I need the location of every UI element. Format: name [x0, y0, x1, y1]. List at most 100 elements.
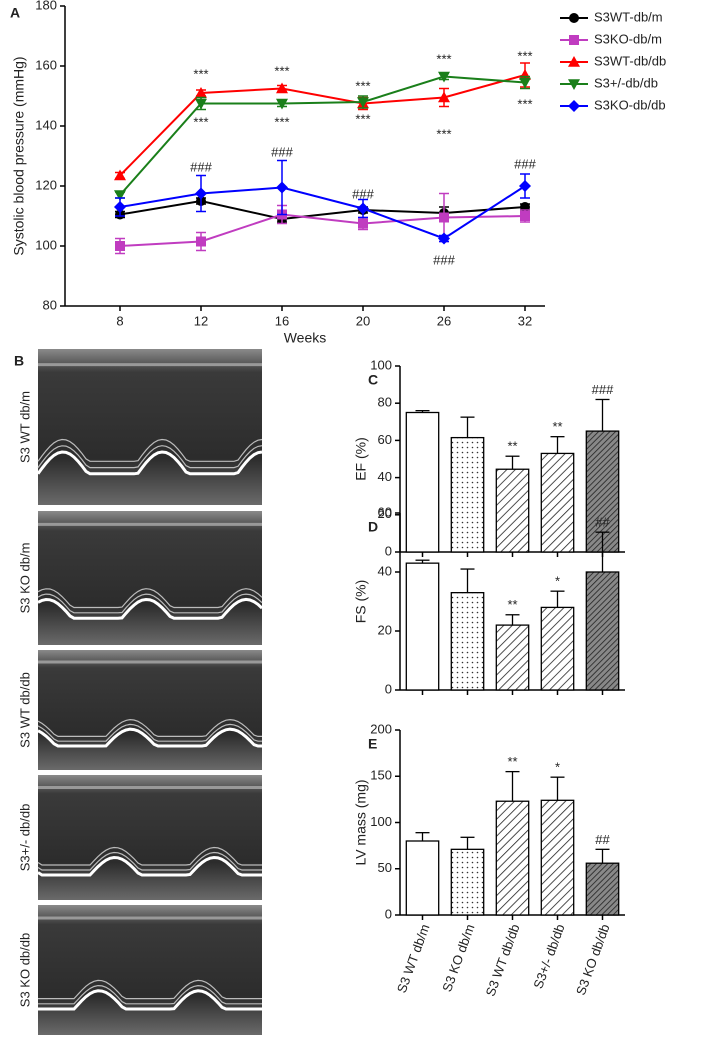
- marker: [438, 91, 450, 103]
- annotation: ***: [355, 111, 370, 126]
- echo-wall: [38, 984, 262, 1005]
- y-axis-label: Systolic blood pressure (mmHg): [11, 56, 27, 255]
- marker: [357, 97, 369, 108]
- y-tick-label: 120: [35, 177, 57, 192]
- row-label: S3 KO db/m: [17, 543, 32, 614]
- bar: [540, 606, 575, 691]
- series-line: [119, 74, 526, 177]
- bar: [450, 848, 485, 916]
- annotation: *: [555, 574, 560, 589]
- annotation: ***: [193, 66, 208, 81]
- bar: [495, 624, 530, 691]
- marker: [519, 180, 531, 192]
- y-tick-label: 160: [35, 57, 57, 72]
- marker: [114, 169, 126, 181]
- echo-image: [38, 349, 262, 505]
- annotation: ###: [433, 252, 455, 267]
- y-tick-label: 60: [378, 432, 392, 447]
- echo-wall: [37, 445, 263, 469]
- marker: [195, 87, 207, 98]
- x-tick-label: S3+/- db/db: [530, 922, 567, 991]
- echo-wall: [37, 718, 262, 737]
- annotation: *: [555, 760, 560, 775]
- echo-wall: [37, 727, 262, 748]
- echo-image: [38, 905, 262, 1035]
- bar: [450, 592, 485, 691]
- marker: [195, 98, 207, 110]
- bar: [405, 840, 440, 916]
- annotation: **: [552, 419, 562, 434]
- marker: [196, 236, 206, 247]
- panel-label: D: [368, 519, 378, 535]
- marker: [569, 35, 579, 45]
- legend-label: S3WT-db/m: [594, 9, 663, 24]
- echo-wall: [37, 723, 262, 742]
- series-line: [119, 185, 526, 240]
- annotation: ###: [514, 156, 536, 171]
- panel-label: B: [14, 353, 24, 369]
- legend-label: S3WT-db/db: [594, 53, 666, 68]
- echo-wall: [37, 851, 262, 871]
- y-axis-label: LV mass (mg): [353, 779, 369, 865]
- y-axis-label: EF (%): [353, 437, 369, 481]
- x-tick-label: 8: [116, 313, 123, 328]
- annotation: ***: [193, 114, 208, 129]
- y-tick-label: 100: [370, 814, 392, 829]
- marker: [276, 98, 288, 110]
- x-tick-label: 32: [518, 313, 532, 328]
- y-axis-label: FS (%): [353, 580, 369, 624]
- y-tick-label: 60: [378, 504, 392, 519]
- row-label: S3 KO db/db: [17, 933, 32, 1007]
- echo-image: [38, 775, 262, 900]
- y-tick-label: 180: [35, 0, 57, 12]
- annotation: ***: [517, 96, 532, 111]
- x-axis-label: Weeks: [284, 330, 327, 346]
- marker: [115, 241, 125, 251]
- annotation: ###: [352, 186, 374, 201]
- panel-label: A: [10, 5, 20, 21]
- echo-image: [38, 650, 262, 770]
- x-tick-label: S3 WT db/m: [394, 922, 433, 995]
- echo-wall: [37, 846, 262, 866]
- y-tick-label: 150: [370, 768, 392, 783]
- y-tick-label: 0: [385, 543, 392, 558]
- y-tick-label: 140: [35, 117, 57, 132]
- y-tick-label: 40: [378, 563, 392, 578]
- y-tick-label: 100: [370, 357, 392, 372]
- echo-wall: [37, 588, 263, 609]
- x-tick-label: 26: [437, 313, 451, 328]
- marker: [519, 77, 531, 89]
- annotation: ***: [274, 63, 289, 78]
- legend-label: S3KO-db/m: [594, 31, 662, 46]
- y-tick-label: 0: [385, 681, 392, 696]
- series-line: [119, 213, 526, 247]
- marker: [438, 232, 450, 245]
- annotation: **: [507, 439, 517, 454]
- x-tick-label: S3 WT db/db: [483, 922, 523, 998]
- bar: [585, 862, 620, 916]
- y-tick-label: 80: [43, 297, 57, 312]
- echo-wall: [38, 979, 262, 1000]
- marker: [568, 79, 580, 90]
- marker: [568, 56, 580, 67]
- annotation: **: [507, 754, 517, 769]
- x-tick-label: S3 KO db/m: [439, 922, 477, 994]
- bar: [540, 799, 575, 916]
- marker: [276, 82, 288, 94]
- annotation: ***: [517, 48, 532, 63]
- row-label: S3 WT db/db: [17, 672, 32, 748]
- bar: [495, 468, 530, 553]
- y-tick-label: 20: [378, 622, 392, 637]
- y-tick-label: 20: [378, 506, 392, 521]
- bar: [495, 800, 530, 916]
- echo-wall: [37, 438, 263, 462]
- annotation: ###: [592, 382, 614, 397]
- marker: [568, 100, 580, 112]
- marker: [438, 71, 450, 83]
- marker: [357, 202, 369, 215]
- echo-wall: [37, 597, 264, 620]
- y-tick-label: 40: [378, 469, 392, 484]
- y-tick-label: 0: [385, 906, 392, 921]
- annotation: **: [507, 597, 517, 612]
- y-tick-label: 50: [378, 860, 392, 875]
